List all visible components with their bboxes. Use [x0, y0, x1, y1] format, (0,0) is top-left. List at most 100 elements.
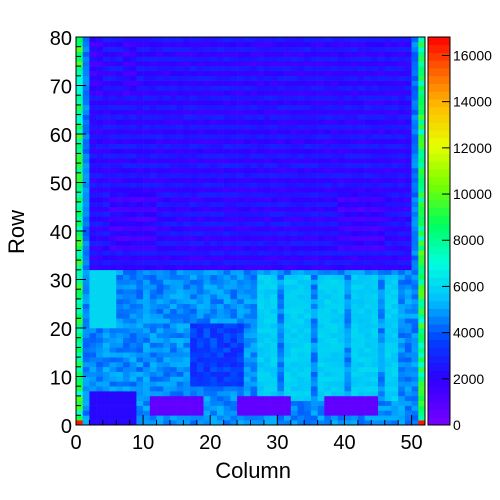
- heatmap-cell: [243, 269, 251, 275]
- heatmap-cell: [351, 187, 359, 193]
- heatmap-cell: [277, 197, 285, 203]
- heatmap-cell: [337, 177, 345, 183]
- heatmap-cell: [310, 395, 318, 402]
- heatmap-cell: [143, 109, 151, 115]
- heatmap-cell: [230, 395, 238, 402]
- heatmap-cell: [156, 308, 164, 314]
- heatmap-cell: [156, 51, 164, 57]
- heatmap-cell: [183, 61, 191, 67]
- heatmap-cell: [237, 85, 245, 91]
- heatmap-cell: [102, 201, 110, 208]
- heatmap-cell: [190, 37, 198, 43]
- heatmap-cell: [284, 371, 292, 377]
- heatmap-cell: [257, 235, 265, 241]
- heatmap-cell: [196, 90, 204, 96]
- heatmap-cell: [418, 167, 426, 174]
- heatmap-cell: [149, 56, 157, 62]
- heatmap-cell: [190, 163, 198, 169]
- heatmap-cell: [257, 342, 265, 348]
- heatmap-cell: [378, 410, 386, 416]
- heatmap-cell: [96, 264, 104, 271]
- heatmap-cell: [243, 405, 251, 411]
- heatmap-cell: [290, 260, 298, 266]
- heatmap-cell: [136, 129, 144, 135]
- heatmap-cell: [96, 158, 104, 164]
- heatmap-cell: [337, 352, 345, 358]
- heatmap-cell: [284, 226, 292, 232]
- heatmap-cell: [243, 211, 251, 217]
- heatmap-cell: [102, 134, 110, 140]
- heatmap-cell: [351, 337, 359, 343]
- heatmap-cell: [183, 294, 191, 300]
- heatmap-cell: [89, 46, 97, 52]
- color-scale-step: [428, 308, 450, 317]
- heatmap-cell: [331, 192, 339, 198]
- heatmap-cell: [357, 75, 365, 81]
- heatmap-cell: [149, 46, 157, 52]
- heatmap-cell: [277, 211, 285, 217]
- heatmap-cell: [223, 41, 231, 47]
- heatmap-cell: [337, 357, 345, 363]
- heatmap-cell: [364, 153, 372, 159]
- heatmap-cell: [364, 386, 372, 392]
- heatmap-cell: [324, 284, 332, 290]
- heatmap-cell: [210, 148, 218, 154]
- heatmap-cell: [237, 211, 245, 217]
- color-scale-step: [428, 106, 450, 115]
- heatmap-cell: [210, 124, 218, 130]
- heatmap-cell: [411, 289, 419, 295]
- heatmap-cell: [169, 158, 177, 164]
- heatmap-cell: [418, 119, 426, 125]
- heatmap-cell: [391, 221, 399, 227]
- heatmap-cell: [304, 352, 312, 358]
- heatmap-cell: [357, 221, 365, 227]
- heatmap-cell: [76, 337, 84, 343]
- heatmap-cell: [324, 274, 332, 280]
- heatmap-cell: [243, 231, 251, 237]
- heatmap-cell: [176, 197, 184, 203]
- heatmap-cell: [297, 167, 305, 174]
- heatmap-cell: [364, 70, 372, 77]
- heatmap-cell: [371, 41, 379, 47]
- heatmap-cell: [203, 100, 211, 106]
- heatmap-cell: [82, 216, 90, 222]
- heatmap-cell: [136, 376, 144, 382]
- heatmap-cell: [418, 80, 426, 86]
- heatmap-cell: [290, 323, 298, 329]
- heatmap-cell: [149, 172, 157, 178]
- heatmap-cell: [196, 177, 204, 183]
- heatmap-cell: [243, 90, 251, 96]
- heatmap-cell: [116, 274, 124, 280]
- heatmap-cell: [304, 61, 312, 67]
- heatmap-cell: [230, 66, 238, 72]
- heatmap-cell: [317, 284, 325, 290]
- heatmap-cell: [196, 56, 204, 62]
- heatmap-cell: [143, 250, 151, 256]
- heatmap-cell: [257, 264, 265, 271]
- heatmap-cell: [82, 264, 90, 271]
- heatmap-cell: [344, 163, 352, 169]
- heatmap-cell: [290, 279, 298, 285]
- heatmap-cell: [243, 274, 251, 280]
- heatmap-cell: [89, 143, 97, 149]
- heatmap-cell: [76, 274, 84, 280]
- heatmap-cell: [257, 415, 265, 421]
- heatmap-cell: [116, 61, 124, 67]
- heatmap-cell: [270, 211, 278, 217]
- heatmap-cell: [136, 56, 144, 62]
- heatmap-cell: [243, 415, 251, 421]
- heatmap-cell: [243, 114, 251, 120]
- heatmap-cell: [411, 129, 419, 135]
- heatmap-cell: [344, 284, 352, 290]
- heatmap-cell: [183, 391, 191, 397]
- heatmap-cell: [190, 337, 198, 343]
- heatmap-cell: [169, 405, 177, 411]
- heatmap-cell: [404, 138, 412, 144]
- heatmap-cell: [176, 37, 184, 43]
- heatmap-cell: [357, 342, 365, 348]
- heatmap-cell: [230, 46, 238, 52]
- heatmap-cell: [351, 405, 359, 411]
- heatmap-cell: [290, 85, 298, 91]
- heatmap-cell: [109, 143, 117, 149]
- heatmap-cell: [183, 328, 191, 334]
